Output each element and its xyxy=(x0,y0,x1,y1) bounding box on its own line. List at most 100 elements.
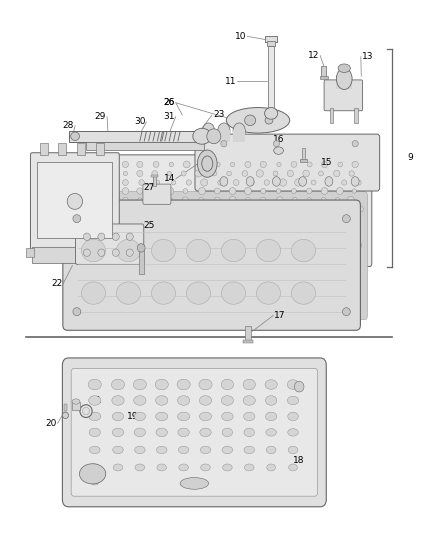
Ellipse shape xyxy=(265,429,276,436)
Ellipse shape xyxy=(169,233,174,238)
Ellipse shape xyxy=(177,379,190,390)
Ellipse shape xyxy=(311,180,315,185)
FancyBboxPatch shape xyxy=(62,358,325,507)
Ellipse shape xyxy=(138,180,144,185)
Ellipse shape xyxy=(277,224,282,229)
Ellipse shape xyxy=(229,252,236,260)
Ellipse shape xyxy=(137,188,143,194)
Ellipse shape xyxy=(167,253,173,259)
Ellipse shape xyxy=(287,429,297,436)
Ellipse shape xyxy=(306,215,311,220)
Ellipse shape xyxy=(122,206,128,212)
FancyBboxPatch shape xyxy=(143,184,170,204)
Ellipse shape xyxy=(344,206,350,212)
Ellipse shape xyxy=(204,243,209,248)
Text: 26: 26 xyxy=(163,98,174,107)
Ellipse shape xyxy=(137,244,145,252)
Ellipse shape xyxy=(348,171,353,176)
Ellipse shape xyxy=(306,198,311,203)
Ellipse shape xyxy=(230,224,234,229)
Ellipse shape xyxy=(357,243,361,247)
Ellipse shape xyxy=(323,233,328,238)
Ellipse shape xyxy=(177,395,189,405)
Ellipse shape xyxy=(62,412,68,418)
Ellipse shape xyxy=(229,197,236,204)
Ellipse shape xyxy=(134,412,145,421)
Ellipse shape xyxy=(139,206,144,212)
Ellipse shape xyxy=(350,176,358,186)
Ellipse shape xyxy=(134,395,146,405)
Text: 28: 28 xyxy=(63,121,74,130)
Ellipse shape xyxy=(83,233,90,240)
Ellipse shape xyxy=(183,161,190,168)
Ellipse shape xyxy=(259,253,266,259)
Text: 14: 14 xyxy=(163,174,174,183)
Ellipse shape xyxy=(122,161,128,167)
Ellipse shape xyxy=(351,141,357,147)
Ellipse shape xyxy=(244,214,251,221)
Ellipse shape xyxy=(230,215,234,220)
Ellipse shape xyxy=(347,224,353,229)
Ellipse shape xyxy=(151,223,158,230)
Ellipse shape xyxy=(81,282,105,304)
Ellipse shape xyxy=(281,206,288,212)
Ellipse shape xyxy=(134,428,145,437)
Ellipse shape xyxy=(113,446,123,454)
Ellipse shape xyxy=(112,395,124,405)
Ellipse shape xyxy=(284,243,290,248)
Bar xyxy=(329,108,332,123)
Text: 18: 18 xyxy=(292,456,304,465)
Ellipse shape xyxy=(183,189,187,193)
Bar xyxy=(321,66,325,77)
Ellipse shape xyxy=(152,214,159,221)
Ellipse shape xyxy=(221,282,245,304)
Ellipse shape xyxy=(198,188,205,195)
Ellipse shape xyxy=(166,223,174,230)
Ellipse shape xyxy=(152,232,159,239)
Ellipse shape xyxy=(155,379,168,390)
Ellipse shape xyxy=(155,180,159,185)
Ellipse shape xyxy=(247,179,254,186)
Ellipse shape xyxy=(327,242,333,248)
Ellipse shape xyxy=(293,233,298,238)
Ellipse shape xyxy=(155,412,167,421)
Ellipse shape xyxy=(245,224,250,229)
Ellipse shape xyxy=(126,249,133,256)
Ellipse shape xyxy=(243,395,255,405)
Ellipse shape xyxy=(321,253,325,259)
Ellipse shape xyxy=(186,282,210,304)
Bar xyxy=(299,159,306,163)
Ellipse shape xyxy=(214,197,220,203)
Ellipse shape xyxy=(357,206,363,212)
Ellipse shape xyxy=(73,215,81,223)
Ellipse shape xyxy=(222,464,232,471)
Ellipse shape xyxy=(198,214,205,221)
Ellipse shape xyxy=(244,115,255,126)
Ellipse shape xyxy=(202,123,214,139)
Ellipse shape xyxy=(321,188,327,195)
Ellipse shape xyxy=(233,123,245,139)
Ellipse shape xyxy=(198,254,203,259)
Ellipse shape xyxy=(137,161,143,167)
Ellipse shape xyxy=(305,253,312,260)
Ellipse shape xyxy=(136,252,143,260)
Ellipse shape xyxy=(217,180,223,185)
Ellipse shape xyxy=(89,428,100,437)
FancyBboxPatch shape xyxy=(68,131,204,142)
Ellipse shape xyxy=(182,197,188,203)
Ellipse shape xyxy=(307,232,314,239)
Text: 30: 30 xyxy=(134,117,145,126)
Ellipse shape xyxy=(116,239,140,262)
Bar xyxy=(40,143,48,155)
Bar xyxy=(336,75,351,90)
Ellipse shape xyxy=(259,161,266,168)
Text: 24: 24 xyxy=(46,198,58,207)
FancyBboxPatch shape xyxy=(323,80,362,111)
Ellipse shape xyxy=(333,170,339,177)
Ellipse shape xyxy=(206,129,220,144)
Ellipse shape xyxy=(292,198,297,203)
Ellipse shape xyxy=(171,180,176,185)
Ellipse shape xyxy=(350,214,357,221)
Bar xyxy=(25,248,33,257)
Bar xyxy=(268,46,274,114)
